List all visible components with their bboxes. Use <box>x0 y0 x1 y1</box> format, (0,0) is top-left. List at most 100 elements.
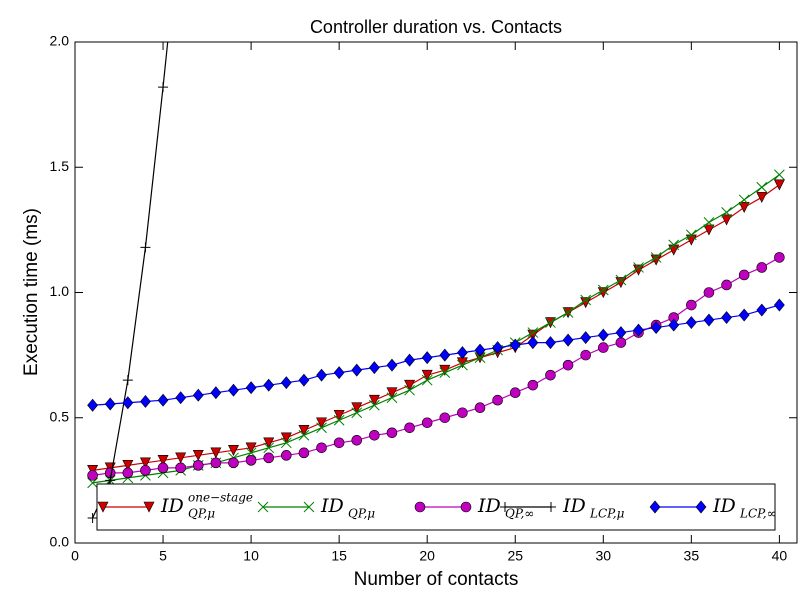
legend-label: ID <box>160 495 184 517</box>
marker <box>210 447 222 459</box>
marker <box>404 422 415 434</box>
marker <box>386 392 398 404</box>
marker <box>404 384 415 396</box>
marker <box>474 402 486 414</box>
marker <box>756 303 768 317</box>
marker <box>457 407 468 419</box>
marker <box>721 214 733 226</box>
x-tick-label: 35 <box>684 548 700 564</box>
marker <box>175 452 187 464</box>
marker <box>157 462 169 474</box>
marker <box>369 399 380 411</box>
marker <box>721 311 732 325</box>
marker <box>369 429 380 441</box>
marker <box>263 437 275 449</box>
marker <box>192 450 204 461</box>
marker <box>545 317 556 328</box>
legend-sub: LCP,∞ <box>739 507 777 521</box>
marker <box>351 363 363 377</box>
marker <box>257 501 269 513</box>
marker <box>157 393 169 407</box>
marker <box>509 387 521 399</box>
marker <box>414 501 426 513</box>
marker <box>122 460 134 472</box>
marker <box>580 331 592 345</box>
marker <box>562 359 574 371</box>
legend-sub: LCP,μ <box>589 507 625 521</box>
marker <box>597 284 609 296</box>
legend-sup: one−stage <box>188 491 253 505</box>
x-tick-label: 5 <box>159 548 167 564</box>
marker <box>774 169 785 181</box>
marker <box>474 352 486 363</box>
marker <box>140 465 151 476</box>
marker <box>633 323 644 337</box>
series-line <box>92 184 780 471</box>
marker <box>421 417 433 429</box>
marker <box>580 349 591 361</box>
marker <box>738 269 750 281</box>
marker <box>527 336 539 350</box>
marker <box>316 422 327 434</box>
marker <box>143 501 155 513</box>
marker <box>298 373 310 387</box>
y-tick-label: 2.0 <box>50 33 70 49</box>
x-tick-label: 15 <box>331 548 347 564</box>
marker <box>615 274 627 286</box>
marker <box>263 442 275 454</box>
legend-label: ID <box>562 495 586 517</box>
marker <box>316 442 327 454</box>
marker <box>703 313 715 327</box>
marker <box>333 409 345 421</box>
x-axis-label: Number of contacts <box>354 569 519 590</box>
marker <box>756 262 768 273</box>
marker <box>703 287 715 298</box>
marker <box>545 369 556 381</box>
marker <box>139 457 151 469</box>
legend-sub: QP,μ <box>188 507 215 521</box>
y-tick-label: 0.0 <box>50 534 70 550</box>
axes: 0 5 10 15 20 25 30 35 40 0.0 0.5 1.0 1.5 2.0 <box>50 33 798 564</box>
marker <box>773 179 785 191</box>
marker <box>404 353 415 367</box>
plot-frame <box>74 41 798 544</box>
marker <box>756 192 768 203</box>
marker <box>87 470 98 481</box>
marker <box>527 327 539 338</box>
x-tick-label: 30 <box>596 548 612 564</box>
marker <box>263 378 275 392</box>
marker <box>228 445 239 456</box>
marker <box>87 512 98 523</box>
marker <box>721 206 732 218</box>
marker <box>649 500 661 514</box>
marker <box>773 298 785 312</box>
legend-sub: QP,μ <box>348 507 375 521</box>
marker <box>210 386 222 400</box>
marker <box>192 388 204 402</box>
marker <box>439 412 451 424</box>
x-tick-label: 0 <box>71 548 79 564</box>
series-layer <box>87 42 785 523</box>
marker <box>175 462 186 474</box>
marker <box>404 379 416 391</box>
marker <box>421 369 433 381</box>
marker <box>421 374 433 386</box>
marker <box>298 424 310 436</box>
marker <box>597 328 609 342</box>
marker <box>509 338 521 352</box>
marker <box>685 229 697 241</box>
marker <box>228 457 239 469</box>
marker <box>333 414 345 426</box>
marker <box>439 367 451 379</box>
marker <box>333 437 345 449</box>
marker <box>562 307 574 318</box>
marker <box>351 407 363 419</box>
marker <box>597 342 609 353</box>
marker <box>668 318 680 332</box>
marker <box>738 308 750 322</box>
marker <box>562 333 574 347</box>
marker <box>695 500 707 514</box>
marker <box>298 447 310 459</box>
marker <box>263 452 275 464</box>
